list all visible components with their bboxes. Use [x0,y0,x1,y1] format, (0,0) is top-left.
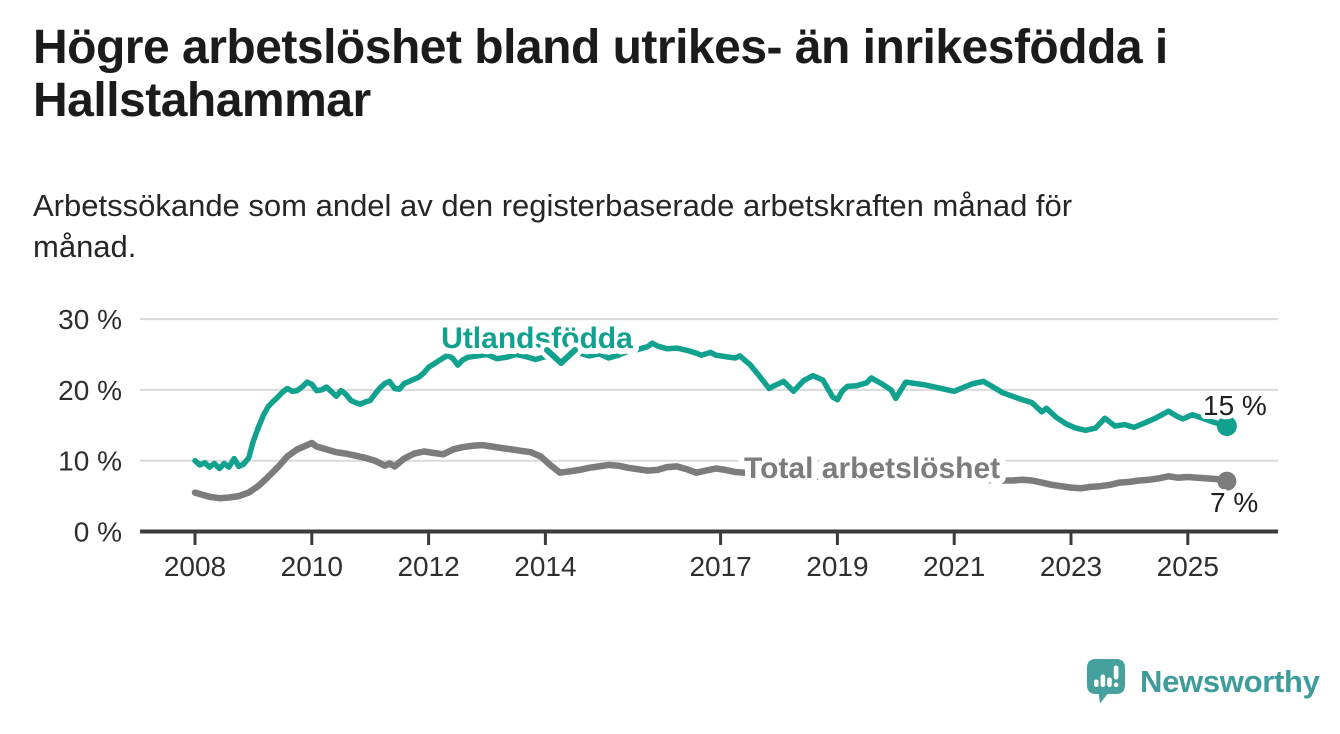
newsworthy-logo: Newsworthy [1086,658,1320,706]
x-axis-label: 2010 [281,551,343,582]
chart-subtitle: Arbetssökande som andel av den registerb… [33,188,1073,264]
chevron-down-icon [544,347,578,366]
series-end-dot-utlandsfodda [1216,416,1237,436]
x-axis-label: 2012 [397,551,459,582]
x-axis-label: 2021 [923,551,985,582]
series-label-total: Total arbetslöshet [744,452,1000,485]
series-end-dot-total [1217,471,1237,491]
x-axis-label: 2014 [514,551,576,582]
y-axis-label: 30 % [58,304,122,335]
page-title: Högre arbetslöshet bland utrikes- än inr… [33,21,1168,127]
newsworthy-speech-bubble-bar-chart-icon [1087,659,1125,704]
end-value-label-total: 7 % [1210,487,1258,518]
series-line-total [191,439,1231,502]
series-label-utlandsfodda: Utlandsfödda [441,322,633,355]
series-line-utlandsfodda [192,340,1230,472]
y-axis-label: 20 % [58,375,122,406]
x-axis-label: 2019 [806,551,868,582]
end-value-label-utlandsfodda: 15 % [1203,390,1267,421]
y-axis-label: 10 % [58,446,122,477]
x-axis-label: 2023 [1040,551,1102,582]
newsworthy-brand-name: Newsworthy [1140,664,1320,699]
y-axis-label: 0 % [74,517,122,548]
x-axis-label: 2008 [164,551,226,582]
x-axis-label: 2017 [689,551,751,582]
x-axis-label: 2025 [1157,551,1219,582]
